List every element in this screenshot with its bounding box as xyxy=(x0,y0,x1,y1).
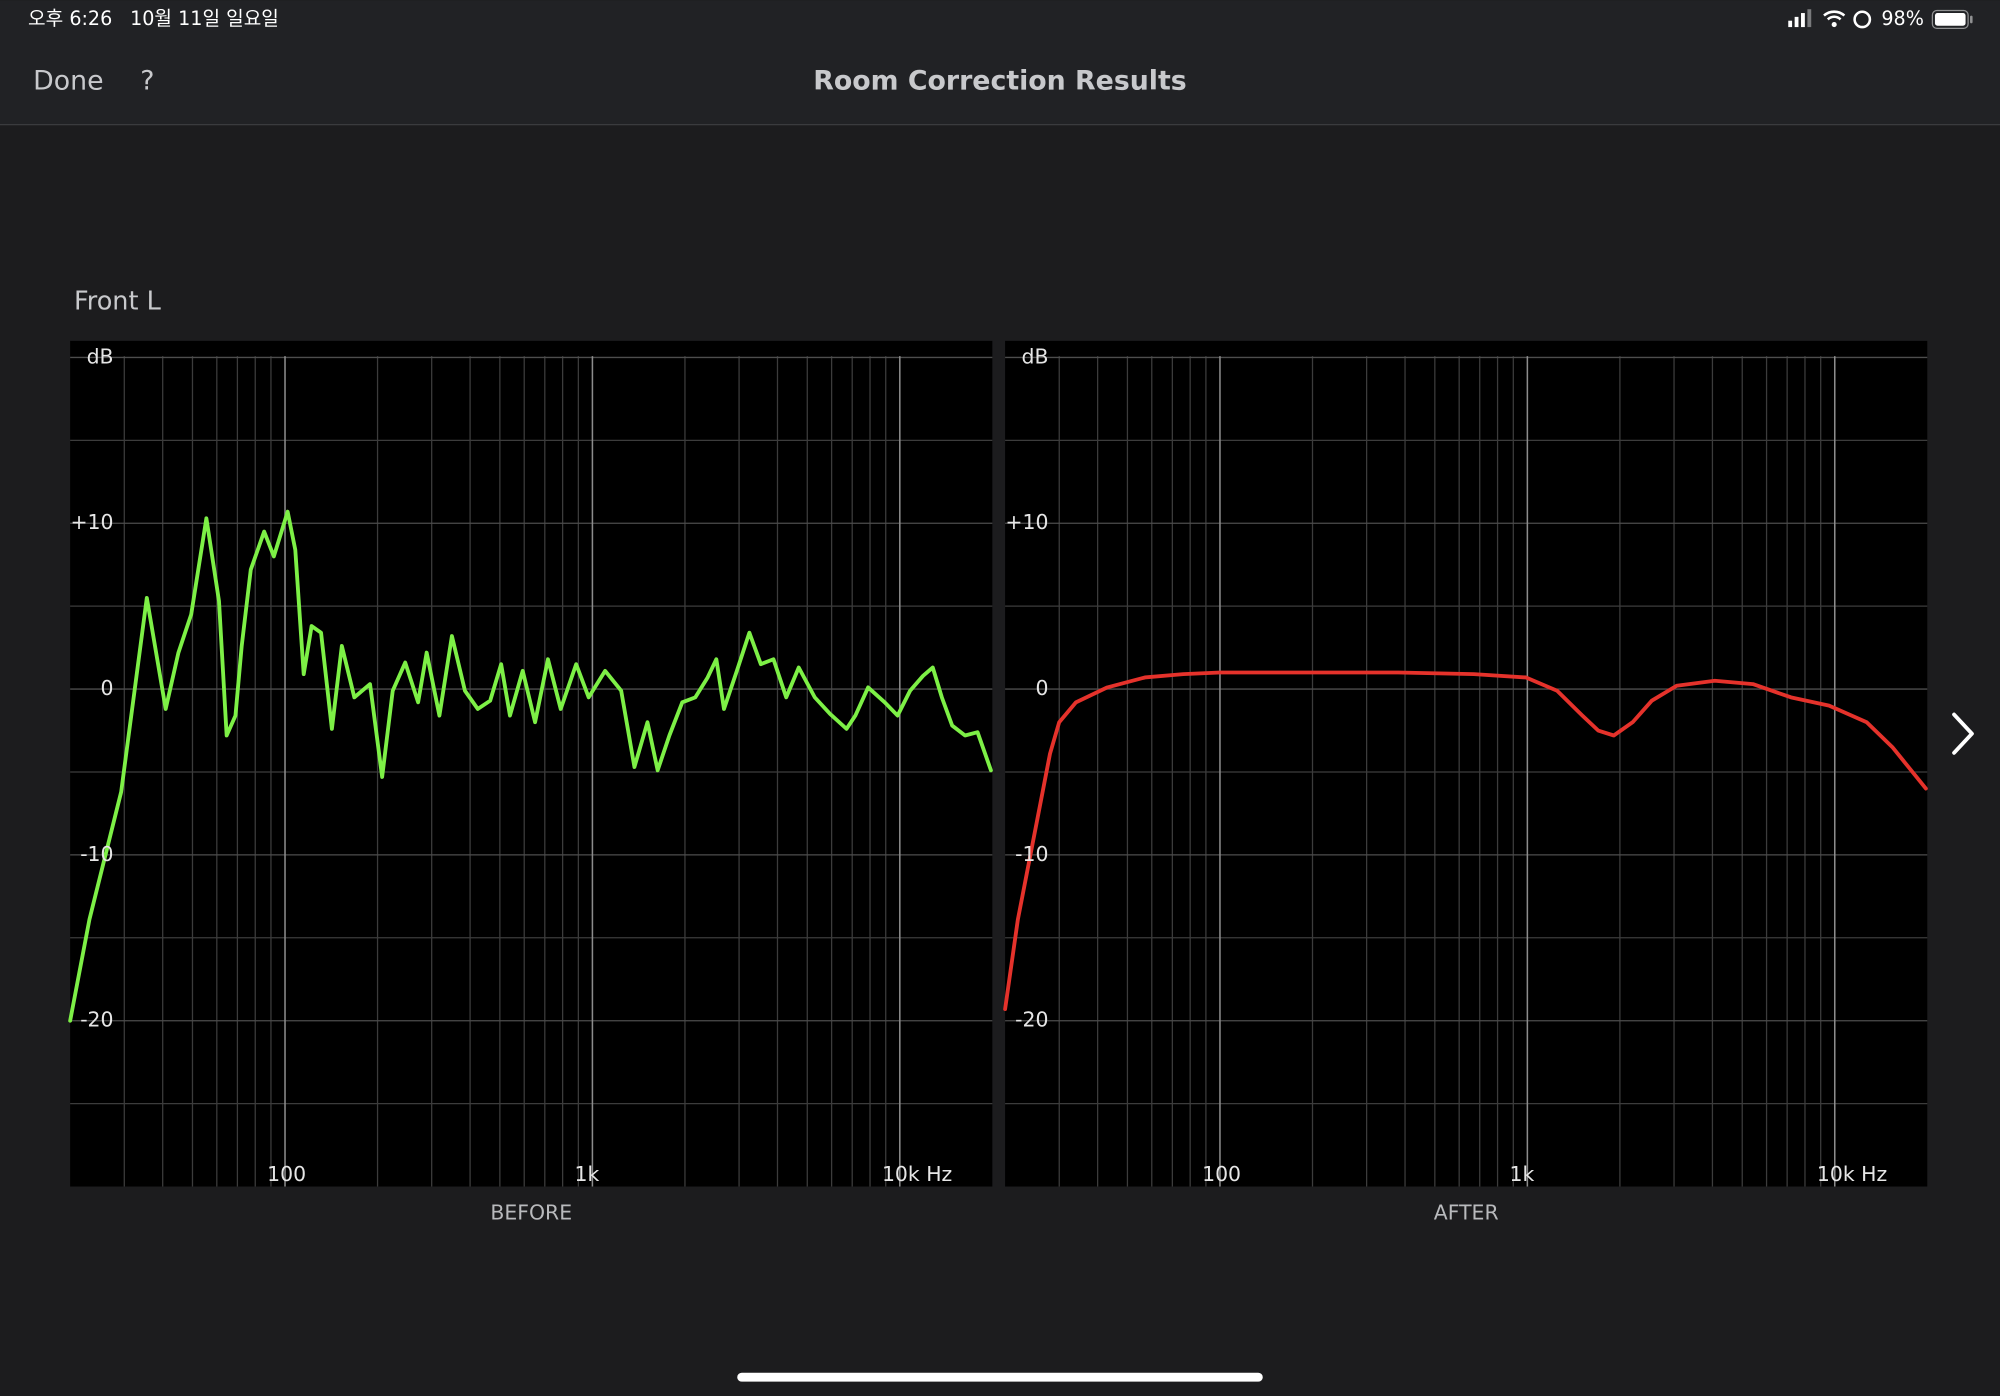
next-chevron[interactable] xyxy=(1952,712,1974,755)
y-tick-label: dB xyxy=(87,344,114,368)
battery-cap xyxy=(1970,15,1973,24)
nav-title: Room Correction Results xyxy=(813,65,1186,96)
y-tick-label: 0 xyxy=(101,676,114,700)
plot-area xyxy=(70,340,993,1187)
channel-label: Front L xyxy=(74,287,162,317)
y-tick-label: +10 xyxy=(1005,510,1048,534)
chart-caption: BEFORE xyxy=(490,1200,572,1224)
battery-outline xyxy=(1931,9,1969,29)
battery-percent: 98% xyxy=(1881,7,1924,30)
y-tick-label: -10 xyxy=(80,842,113,866)
nav-bar xyxy=(0,0,2000,125)
chart-caption: AFTER xyxy=(1434,1200,1499,1224)
done-button[interactable]: Done xyxy=(33,65,103,96)
x-tick-label: 10k Hz xyxy=(1817,1162,1887,1186)
chart: dB +10 0 -10 -20 100 1k 10k Hz AFTER xyxy=(1003,340,1928,1224)
x-tick-label: 100 xyxy=(267,1162,306,1186)
plot-area xyxy=(1005,340,1928,1187)
y-tick-label: -20 xyxy=(80,1008,113,1032)
status-date: 10월 11일 일요일 xyxy=(130,7,279,30)
chart: dB +10 0 -10 -20 100 1k 10k Hz BEFORE xyxy=(68,340,993,1224)
y-tick-label: dB xyxy=(1022,344,1049,368)
wifi-icon xyxy=(1823,10,1846,21)
signal-icon xyxy=(1788,9,1812,28)
response-line xyxy=(1003,670,1928,1012)
wifi-dot xyxy=(1831,21,1837,28)
home-indicator xyxy=(737,1372,1263,1382)
x-tick-label: 100 xyxy=(1202,1162,1241,1186)
charts: dB +10 0 -10 -20 100 1k 10k Hz BEFORE dB +10 0 -10 -2… xyxy=(68,340,1928,1224)
y-tick-label: +10 xyxy=(70,510,113,534)
y-tick-label: -10 xyxy=(1015,842,1048,866)
help-button[interactable]: ? xyxy=(140,65,154,96)
response-line xyxy=(68,509,993,1023)
y-tick-label: 0 xyxy=(1035,676,1048,700)
x-tick-label: 1k xyxy=(575,1162,600,1186)
rotation-lock-icon xyxy=(1853,10,1872,29)
x-tick-label: 1k xyxy=(1510,1162,1535,1186)
status-time: 오후 6:26 xyxy=(28,7,112,30)
y-tick-label: -20 xyxy=(1015,1008,1048,1032)
x-tick-label: 10k Hz xyxy=(882,1162,952,1186)
battery-level xyxy=(1934,13,1966,26)
